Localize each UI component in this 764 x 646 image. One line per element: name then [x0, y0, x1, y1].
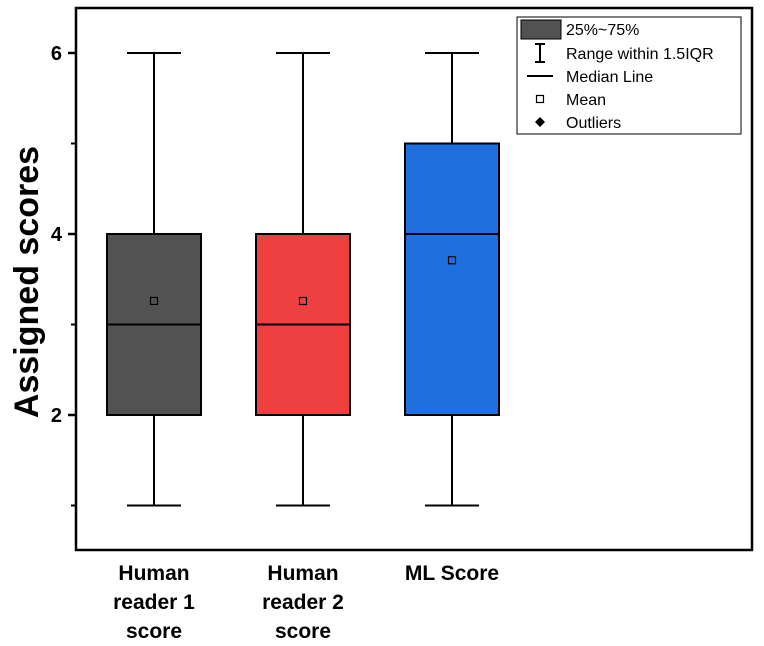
y-tick-label-4: 4 — [51, 224, 63, 246]
x-category-label-1: Human reader 1 score — [113, 562, 195, 643]
x-category-label-3: ML Score — [405, 562, 499, 585]
legend-item-4-symbol — [535, 94, 545, 104]
box-3-mean-marker — [447, 256, 457, 265]
legend-item-4-label: Mean — [566, 92, 606, 109]
legend-item-1-label: 25%~75% — [566, 22, 639, 39]
legend-box — [516, 16, 742, 135]
x-category-label-2: Human reader 2 score — [262, 562, 344, 643]
legend-item-3-label: Median Line — [566, 69, 653, 86]
legend-item-2-label: Range within 1.5IQR — [566, 46, 714, 63]
box-2-mean-marker — [298, 296, 308, 306]
y-tick-label-2: 2 — [51, 405, 62, 427]
legend-item-5-label: Outliers — [566, 115, 621, 132]
y-axis-label: Assigned scores — [8, 146, 46, 418]
plot-frame — [74, 6, 754, 552]
legend-item-1-symbol — [520, 19, 562, 40]
box-1-mean-marker — [149, 296, 159, 306]
box-3-iqr-box — [404, 142, 500, 416]
y-tick-label-6: 6 — [51, 43, 62, 65]
legend-item-5-symbol — [535, 117, 545, 127]
plot-area: 2 4 6 Human reader 1 score Human reader 2 score M… — [51, 6, 754, 643]
